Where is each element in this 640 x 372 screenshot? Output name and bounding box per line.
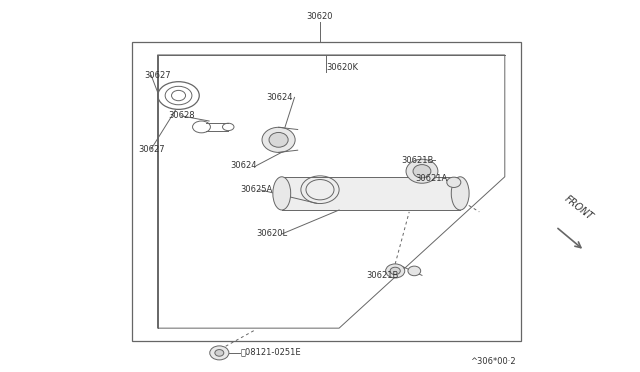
- Ellipse shape: [210, 346, 229, 360]
- Ellipse shape: [413, 164, 431, 178]
- Ellipse shape: [262, 127, 295, 153]
- Text: FRONT: FRONT: [562, 194, 595, 222]
- Text: 30621A: 30621A: [415, 174, 448, 183]
- Text: 30627: 30627: [138, 145, 165, 154]
- Text: 30621B: 30621B: [366, 271, 398, 280]
- Text: 30620L: 30620L: [256, 230, 287, 238]
- Text: 30628: 30628: [168, 111, 195, 121]
- Text: 30620K: 30620K: [326, 63, 358, 72]
- Polygon shape: [282, 177, 460, 210]
- Text: 30624: 30624: [266, 93, 292, 102]
- Text: 30625A: 30625A: [241, 185, 273, 194]
- Text: 30624: 30624: [231, 161, 257, 170]
- Text: 30620: 30620: [307, 12, 333, 21]
- Ellipse shape: [390, 267, 400, 275]
- Ellipse shape: [408, 266, 420, 276]
- Ellipse shape: [215, 350, 224, 356]
- Ellipse shape: [447, 177, 461, 187]
- Ellipse shape: [273, 177, 291, 210]
- Text: 30621B: 30621B: [401, 155, 433, 165]
- Text: 30627: 30627: [145, 71, 172, 80]
- Ellipse shape: [451, 177, 469, 210]
- Text: ^306*00·2: ^306*00·2: [470, 357, 515, 366]
- Text: Ⓑ08121-0251E: Ⓑ08121-0251E: [241, 347, 301, 356]
- Ellipse shape: [386, 264, 404, 278]
- Ellipse shape: [406, 159, 438, 183]
- Ellipse shape: [269, 132, 288, 147]
